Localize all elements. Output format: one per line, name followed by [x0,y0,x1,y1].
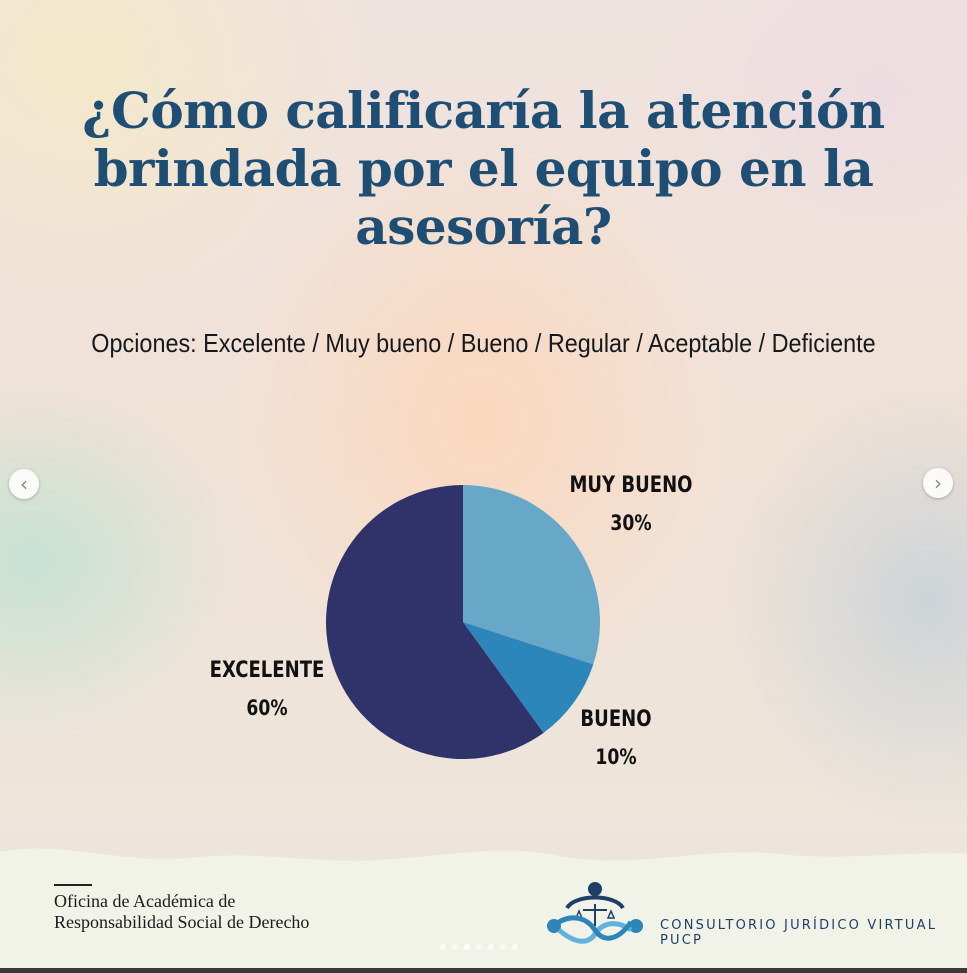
page-title: ¿Cómo calificaría la atención brindada p… [82,81,885,256]
brand-name: CONSULTORIO JURÍDICO VIRTUAL PUCP [660,918,938,948]
next-slide-button[interactable]: › [923,468,953,498]
pie-labels: MUY BUENO 30% BUENO 10% EXCELENTE 60% [210,471,693,769]
carousel-dot[interactable] [476,944,482,950]
pie-chart: MUY BUENO 30% BUENO 10% EXCELENTE 60% [210,471,693,769]
pie-slice-excelente [326,485,544,759]
scales-of-justice-logo-icon [547,882,643,944]
footer: Oficina de Académica de Responsabilidad … [0,840,967,973]
chevron-right-icon: › [934,471,942,495]
office-name: Oficina de Académica de Responsabilidad … [54,891,310,932]
options-text: Opciones: Excelente / Muy bueno / Bueno … [91,328,876,358]
footer-wave [0,848,967,973]
pie-slice-bueno [463,622,594,733]
carousel-dot[interactable] [512,944,518,950]
footer-rule [54,884,92,886]
carousel-dot[interactable] [464,944,470,950]
carousel-dot[interactable] [500,944,506,950]
pie-value-bueno: 10% [595,744,636,769]
carousel-dot[interactable] [488,944,494,950]
carousel-indicator [440,944,518,950]
carousel-dot[interactable] [440,944,446,950]
pie-label-muy-bueno: MUY BUENO [569,471,692,497]
carousel-dot[interactable] [452,944,458,950]
chevron-left-icon: ‹ [20,472,28,496]
pie-value-muy-bueno: 30% [610,510,651,535]
pie-value-excelente: 60% [246,695,287,720]
pie-slices [326,485,600,759]
bottom-strip [0,968,967,973]
pie-slice-muy-bueno [463,485,600,665]
pie-label-bueno: BUENO [580,705,651,731]
previous-slide-button[interactable]: ‹ [9,469,39,499]
pie-label-excelente: EXCELENTE [210,656,325,682]
